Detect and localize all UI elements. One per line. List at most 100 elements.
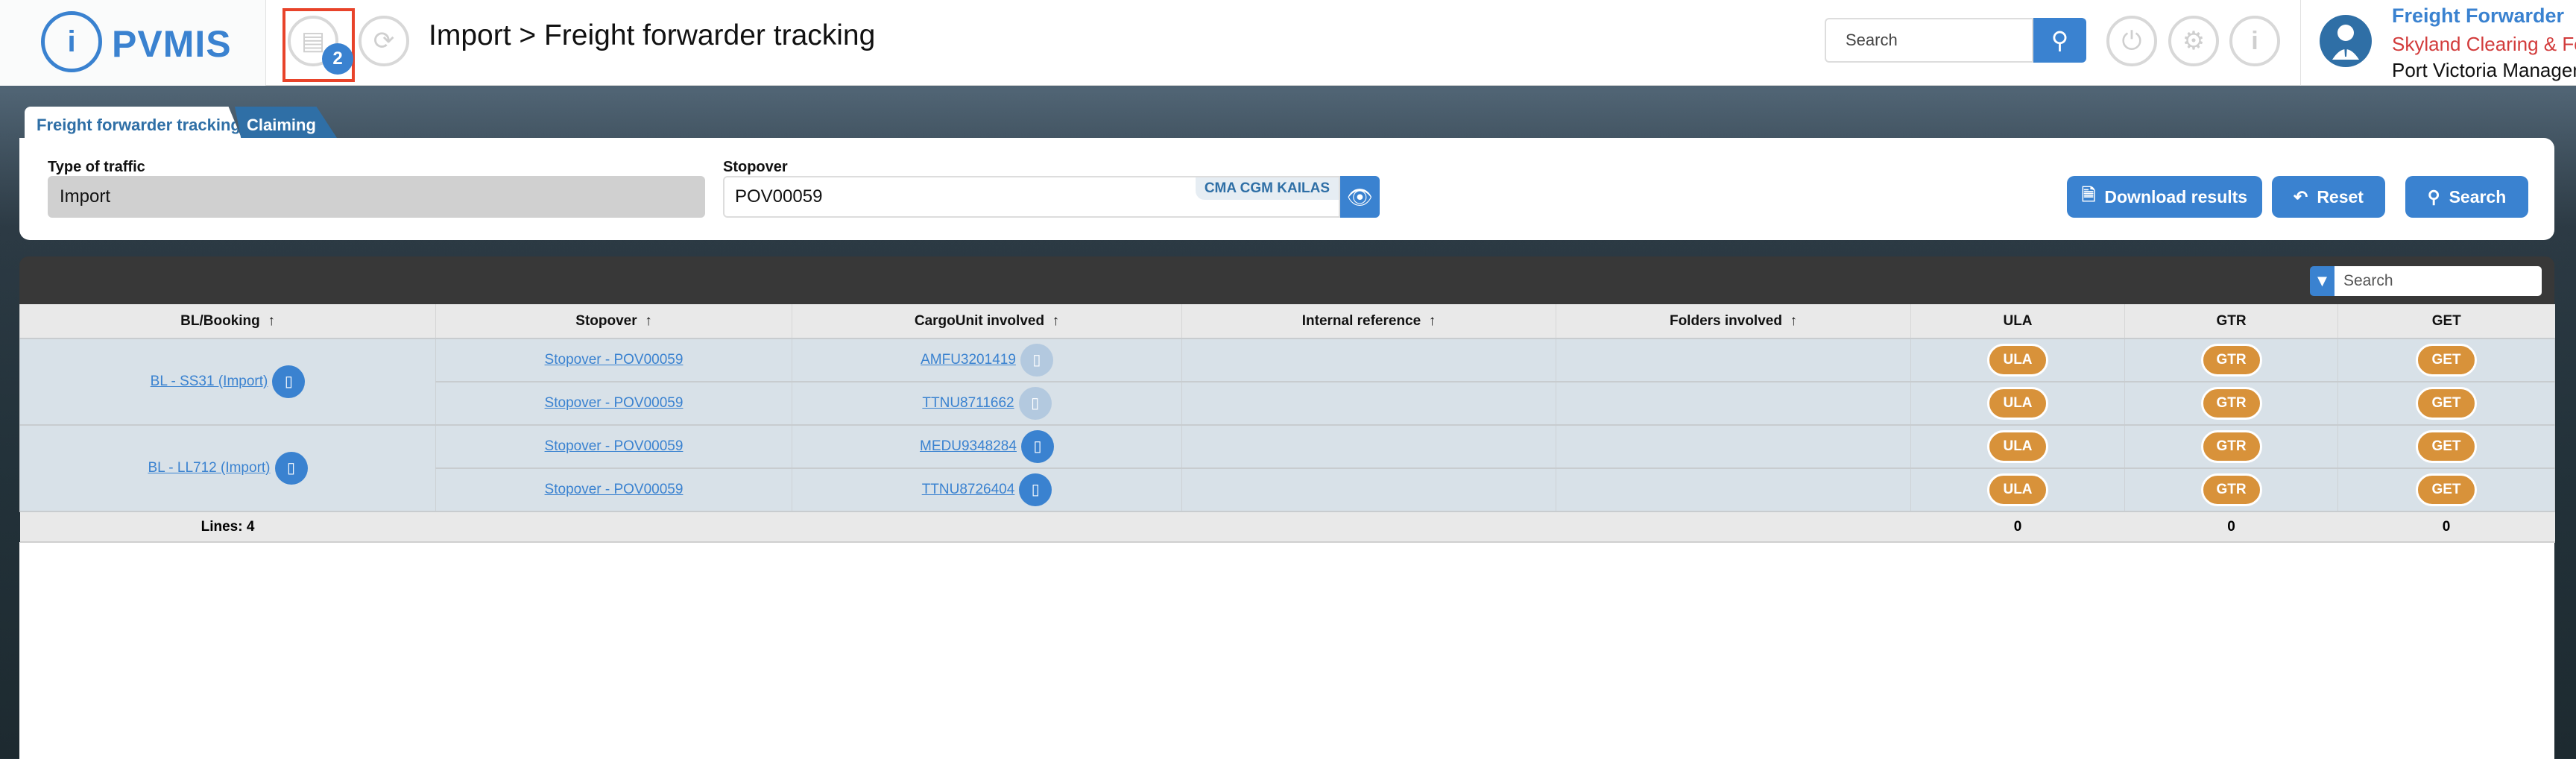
ula-button[interactable]: ULA [1987, 473, 2048, 506]
ula-button[interactable]: ULA [1987, 387, 2048, 420]
gtr-button[interactable]: GTR [2200, 430, 2262, 463]
stopover-view-button[interactable]: 👁 [1340, 176, 1380, 218]
internal-reference-cell [1181, 467, 1556, 512]
ula-total: 0 [1910, 511, 2125, 543]
add-document-icon[interactable]: ▯ [272, 365, 306, 398]
stopover-cell: Stopover - POV00059 [435, 338, 792, 382]
stopover-link[interactable]: Stopover - POV00059 [544, 482, 684, 497]
add-document-icon[interactable]: ▯ [1019, 473, 1052, 506]
download-results-label: Download results [2104, 186, 2248, 207]
gtr-button[interactable]: GTR [2200, 473, 2262, 506]
info-icon[interactable]: i [2229, 16, 2280, 66]
user-avatar[interactable] [2320, 15, 2372, 67]
cargo-unit-link[interactable]: TTNU8711662 [922, 395, 1014, 412]
internal-reference-cell [1181, 424, 1556, 469]
gtr-button[interactable]: GTR [2200, 344, 2262, 377]
download-results-button[interactable]: 🗎 Download results [2067, 176, 2262, 218]
add-document-icon[interactable]: ▯ [274, 452, 308, 485]
stopover-cell: Stopover - POV00059 [435, 467, 792, 512]
cargo-unit-cell: MEDU9348284 ▯ [792, 424, 1182, 469]
stopover-cell: Stopover - POV00059 [435, 381, 792, 426]
get-total: 0 [2337, 511, 2555, 543]
internal-reference-cell [1181, 338, 1556, 382]
user-role: Freight Forwarder [2392, 4, 2565, 27]
bl-link[interactable]: BL - SS31 (Import) [150, 374, 268, 390]
table-search-input[interactable]: Search [2334, 266, 2542, 296]
eye-plus-icon: 👁 [1346, 185, 1374, 209]
header-search-button[interactable]: ⚲ [2033, 18, 2086, 63]
cargo-unit-cell: TTNU8726404 ▯ [792, 467, 1182, 512]
user-organization: Port Victoria Managem [2392, 59, 2576, 81]
folders-involved-cell [1556, 467, 1911, 512]
search-icon: ⚲ [2427, 186, 2440, 207]
table-empty-area [19, 542, 2554, 759]
notifications-document-icon[interactable]: ▤ [288, 16, 338, 66]
undo-icon: ↶ [2294, 186, 2308, 207]
stopover-link[interactable]: Stopover - POV00059 [544, 395, 684, 411]
column-header-folders-involved[interactable]: Folders involved ↑ [1556, 304, 1911, 338]
bl-cell: BL - SS31 (Import) ▯ [19, 338, 436, 426]
get-button[interactable]: GET [2416, 473, 2477, 506]
table-row: Stopover - POV00059 TTNU8711662 ▯ ULA GTR GET [20, 381, 2555, 426]
table-footer: Lines: 4 0 0 0 [19, 511, 2555, 543]
ula-button[interactable]: ULA [1987, 430, 2048, 463]
table-row: BL - SS31 (Import) ▯ Stopover - POV00059 AM… [19, 338, 2555, 426]
add-document-icon[interactable]: ▯ [1020, 430, 1054, 463]
cargo-unit-cell: AMFU3201419 ▯ [792, 338, 1182, 382]
search-label: Search [2449, 186, 2507, 207]
header-divider [2300, 0, 2301, 86]
logo-icon: i [41, 11, 102, 72]
column-header-cargo-unit[interactable]: CargoUnit involved ↑ [792, 304, 1182, 338]
bl-link[interactable]: BL - LL712 (Import) [148, 460, 271, 476]
table-row: BL - LL712 (Import) ▯ Stopover - POV00059 M… [19, 424, 2555, 512]
stopover-field[interactable]: POV00059 CMA CGM KAILAS [723, 176, 1340, 218]
power-icon[interactable]: ⏻ [2106, 16, 2157, 66]
header-search-input[interactable]: Search [1825, 18, 2033, 63]
cargo-unit-link[interactable]: MEDU9348284 [920, 438, 1017, 455]
search-button[interactable]: ⚲ Search [2405, 176, 2528, 218]
get-button[interactable]: GET [2416, 344, 2477, 377]
add-document-icon: ▯ [1020, 344, 1053, 377]
column-header-stopover[interactable]: Stopover ↑ [435, 304, 792, 338]
reset-button[interactable]: ↶ Reset [2272, 176, 2385, 218]
cargo-unit-link[interactable]: TTNU8726404 [921, 482, 1015, 498]
filter-icon[interactable]: ▼ [2310, 266, 2334, 296]
excel-file-icon: 🗎 [2081, 184, 2096, 204]
bl-cell: BL - LL712 (Import) ▯ [19, 424, 436, 512]
page-title: Import > Freight forwarder tracking [429, 19, 876, 51]
gtr-button[interactable]: GTR [2200, 387, 2262, 420]
folders-involved-cell [1556, 381, 1911, 426]
logo-area[interactable]: i PVMIS [0, 0, 266, 86]
ula-button[interactable]: ULA [1987, 344, 2048, 377]
results-table: BL/Booking ↑ Stopover ↑ CargoUnit involv… [19, 304, 2555, 543]
get-button[interactable]: GET [2416, 430, 2477, 463]
stopover-cell: Stopover - POV00059 [435, 424, 792, 469]
reset-label: Reset [2317, 186, 2364, 207]
settings-gears-icon[interactable]: ⚙ [2168, 16, 2219, 66]
type-of-traffic-label: Type of traffic [48, 159, 145, 175]
column-header-gtr: GTR [2124, 304, 2338, 338]
column-header-bl-booking[interactable]: BL/Booking ↑ [19, 304, 436, 338]
add-document-icon: ▯ [1018, 387, 1052, 420]
tab-freight-forwarder-tracking[interactable]: Freight forwarder tracking [25, 107, 242, 138]
tab-claiming[interactable]: Claiming [235, 107, 337, 138]
search-icon: ⚲ [2051, 27, 2069, 54]
column-header-get: GET [2337, 304, 2555, 338]
user-company: Skyland Clearing & Forv [2392, 33, 2576, 55]
vessel-badge: CMA CGM KAILAS [1195, 177, 1339, 200]
folders-involved-cell [1556, 424, 1911, 469]
cargo-unit-link[interactable]: AMFU3201419 [921, 352, 1016, 368]
column-header-internal-reference[interactable]: Internal reference ↑ [1181, 304, 1556, 338]
refresh-icon[interactable]: ⟳ [359, 16, 409, 66]
internal-reference-cell [1181, 381, 1556, 426]
stopover-label: Stopover [723, 159, 788, 175]
cargo-unit-cell: TTNU8711662 ▯ [792, 381, 1182, 426]
table-toolbar [19, 256, 2554, 304]
get-button[interactable]: GET [2416, 387, 2477, 420]
logo-text: PVMIS [112, 23, 232, 65]
type-of-traffic-field[interactable]: Import [48, 176, 705, 218]
stopover-value: POV00059 [735, 186, 823, 207]
table-row: Stopover - POV00059 TTNU8726404 ▯ ULA GTR GET [20, 467, 2555, 512]
stopover-link[interactable]: Stopover - POV00059 [544, 352, 684, 368]
stopover-link[interactable]: Stopover - POV00059 [544, 438, 684, 454]
